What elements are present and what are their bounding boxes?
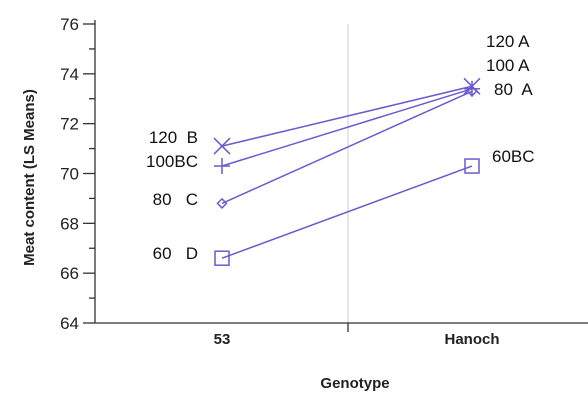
marker-square: [214, 250, 230, 266]
y-tick-label: 68: [60, 214, 79, 233]
data-label: 80 C: [153, 190, 198, 209]
y-tick-label: 76: [60, 15, 79, 34]
series-line: [221, 165, 473, 259]
marker-diamond: [216, 197, 228, 209]
data-label: 100BC: [146, 152, 198, 171]
series-x: [213, 77, 481, 155]
marker-square-shape: [464, 158, 480, 174]
series-square: [214, 158, 480, 266]
data-label: 120 A: [486, 32, 530, 51]
marker-x: [213, 137, 231, 155]
marker-square-shape: [214, 250, 230, 266]
x-tick-label: 53: [214, 331, 231, 348]
label-layer: 120 B 120 A 100BC 100 A 80 C 80 A 60 D 60BC: [146, 32, 535, 263]
marker-square: [464, 158, 480, 174]
series-diamond: [216, 85, 478, 209]
series-plus: [214, 80, 480, 175]
data-label: 120 B: [149, 128, 198, 147]
y-tick-label: 64: [60, 314, 79, 333]
series-line: [221, 85, 473, 147]
marker-diamond-shape: [216, 197, 228, 209]
y-tick-label: 74: [60, 65, 79, 84]
marker-plus: [214, 158, 230, 175]
marker-diamond-shape: [466, 85, 478, 97]
marker-diamond: [466, 85, 478, 97]
series-layer: [213, 77, 481, 266]
x-tick-label: Hanoch: [444, 331, 499, 348]
data-label: 60 D: [153, 244, 198, 263]
series-line: [221, 88, 473, 167]
x-axis-title: Genotype: [320, 375, 389, 392]
data-label: 80 A: [494, 80, 533, 99]
axes-layer: 64 66 68 70 72 74 76 53 Hanoch: [60, 15, 588, 348]
data-label: 60BC: [492, 147, 535, 166]
y-tick-label: 70: [60, 165, 79, 184]
y-tick-label: 66: [60, 264, 79, 283]
series-line: [221, 90, 473, 205]
data-label: 100 A: [486, 56, 530, 75]
y-axis-title: Meat content (LS Means): [21, 89, 38, 266]
y-tick-label: 72: [60, 115, 79, 134]
marker-x-stroke: [213, 137, 231, 155]
marker-plus: [464, 80, 480, 97]
